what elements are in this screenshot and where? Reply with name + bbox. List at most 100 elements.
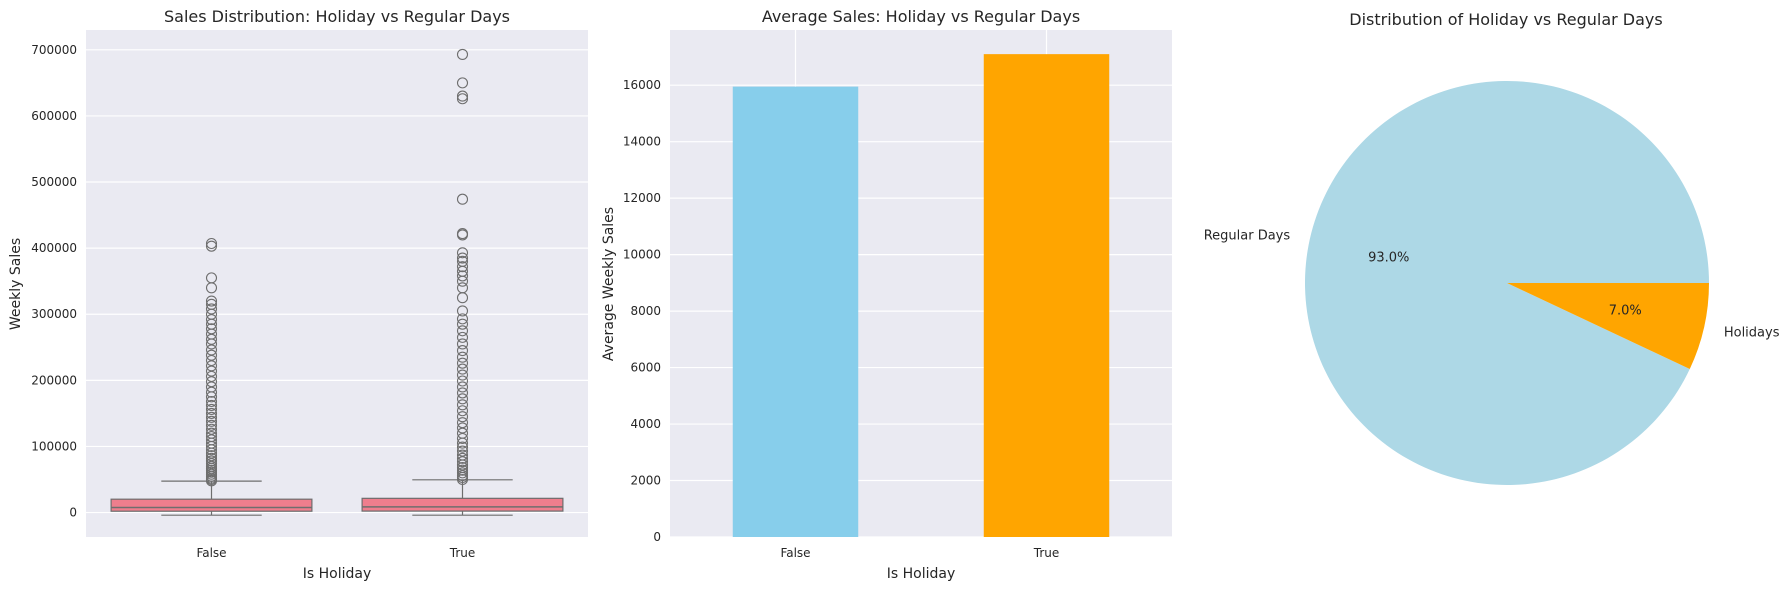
box-outlier [205, 395, 218, 408]
bar-true [983, 54, 1110, 538]
box-outlier [456, 452, 469, 464]
box-outlier [205, 386, 218, 398]
box-outlier [205, 376, 218, 388]
box-outlier [205, 450, 218, 462]
box-outlier [456, 399, 469, 411]
bar-x-tick-label: False [780, 546, 810, 560]
box-outlier [205, 452, 218, 464]
pie-slice-holidays [1507, 283, 1709, 370]
boxplot-x-ticks: False True [196, 546, 475, 560]
box-outlier [205, 427, 218, 439]
box-outlier [205, 403, 218, 415]
box-outlier [205, 344, 218, 356]
bar-y-tick-label: 2000 [630, 474, 661, 488]
boxplot-plot-area [86, 30, 588, 537]
boxplot-chart: 0 100000 200000 300000 400000 500000 600000 700… [8, 7, 588, 582]
box-outlier [205, 333, 218, 345]
box-outlier [205, 360, 218, 372]
box-outlier [456, 318, 469, 330]
boxplot-x-tick-label: False [196, 546, 226, 560]
pie-label: Holidays [1724, 325, 1780, 340]
pie-percent-label: 7.0% [1609, 303, 1642, 318]
box-outlier [205, 430, 218, 443]
bar-marks [732, 54, 1110, 538]
box-outlier [205, 237, 218, 250]
box-outlier [205, 419, 218, 431]
box-outlier [456, 469, 469, 482]
boxplot-x-axis-label: Is Holiday [303, 566, 372, 582]
boxplot-y-ticks: 0 100000 200000 300000 400000 500000 600000 700… [31, 43, 77, 520]
boxplot-marks [110, 48, 564, 516]
pie-label: Regular Days [1204, 229, 1291, 244]
box-outlier [456, 393, 469, 405]
box-outlier [456, 456, 469, 468]
box-outlier [456, 422, 469, 434]
box-outlier [456, 357, 469, 369]
bar-y-axis-label: Average Weekly Sales [601, 207, 617, 361]
box-outlier [205, 399, 218, 412]
box-outlier [205, 365, 218, 377]
box-iqr [110, 498, 313, 512]
box-outlier [205, 370, 218, 382]
box-outlier [456, 282, 469, 294]
bar-x-tick-label: True [1033, 546, 1060, 560]
boxplot-title: Sales Distribution: Holiday vs Regular D… [164, 7, 510, 26]
box-outlier [456, 252, 469, 264]
box-outlier [205, 411, 218, 423]
bar-title: Average Sales: Holiday vs Regular Days [762, 7, 1080, 26]
box-outlier [205, 458, 218, 470]
bar-false [732, 86, 859, 537]
box-outlier [456, 270, 469, 282]
boxplot-y-tick-label: 100000 [31, 439, 77, 453]
bar-y-tick-label: 0 [653, 530, 661, 544]
box-outlier [456, 464, 469, 476]
box-outlier [456, 369, 469, 381]
box-outlier [205, 460, 218, 472]
boxplot-y-tick-label: 200000 [31, 373, 77, 387]
bar-y-tick-label: 14000 [623, 135, 661, 149]
boxplot-y-tick-label: 400000 [31, 241, 77, 255]
box-outlier [456, 441, 469, 453]
box-outlier [205, 349, 218, 361]
box-outlier [456, 261, 469, 273]
box-outlier [456, 375, 469, 387]
box-outlier [456, 345, 469, 357]
box-outlier [205, 434, 218, 446]
box-outlier [456, 462, 469, 474]
box-outlier [456, 255, 469, 267]
boxplot-y-axis-label: Weekly Sales [8, 238, 24, 330]
bar-y-tick-label: 6000 [630, 361, 661, 375]
box-iqr [361, 497, 564, 512]
box-outlier [456, 93, 469, 105]
pie-slice-regular-days [1304, 81, 1709, 486]
box-outlier [205, 298, 218, 310]
box-outlier [456, 405, 469, 417]
box-outlier [456, 432, 469, 445]
box-outlier [205, 423, 218, 435]
box-outlier [205, 407, 218, 419]
bar-y-ticks: 0 2000 4000 6000 8000 10000 12000 14000 16000 [623, 78, 661, 544]
box-outlier [205, 272, 218, 284]
box-outlier [456, 48, 469, 61]
box-outlier [456, 351, 469, 363]
boxplot-y-tick-label: 700000 [31, 43, 77, 57]
box-outlier [205, 415, 218, 427]
box-outlier [456, 228, 469, 240]
box-outlier [205, 455, 218, 467]
box-false [110, 237, 313, 516]
bar-chart: 0 2000 4000 6000 8000 10000 12000 14000 16000 Fa… [601, 7, 1172, 582]
box-outlier [205, 240, 218, 252]
box-outlier [205, 295, 218, 307]
box-outlier [456, 90, 469, 102]
boxplot-y-tick-label: 0 [69, 506, 77, 520]
bar-y-tick-label: 8000 [630, 304, 661, 318]
bar-y-tick-label: 10000 [623, 248, 661, 262]
box-outlier [456, 387, 469, 399]
pie-chart: Regular Days 93.0% Holidays 7.0% Distributi… [1204, 10, 1780, 486]
box-outlier [456, 381, 469, 393]
bar-y-tick-label: 4000 [630, 417, 661, 431]
box-outlier [456, 417, 469, 429]
box-true [361, 48, 564, 516]
bar-x-axis-label: Is Holiday [887, 566, 956, 582]
